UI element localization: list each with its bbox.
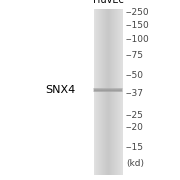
Bar	[116, 9, 117, 175]
Bar	[107, 9, 108, 175]
Bar	[94, 91, 122, 92]
Text: --75: --75	[126, 51, 144, 60]
Text: --250: --250	[126, 8, 150, 17]
Bar	[106, 9, 107, 175]
Bar	[110, 9, 111, 175]
Bar	[98, 9, 99, 175]
Bar	[97, 9, 98, 175]
Bar	[101, 9, 102, 175]
Bar	[108, 9, 109, 175]
Text: --100: --100	[126, 35, 150, 44]
Bar	[113, 9, 114, 175]
Text: --150: --150	[126, 21, 150, 30]
Bar	[107, 9, 108, 175]
Text: --50: --50	[126, 71, 144, 80]
Text: --37: --37	[126, 89, 144, 98]
Bar	[99, 9, 100, 175]
Bar	[115, 9, 116, 175]
Text: --20: --20	[126, 123, 144, 132]
Bar	[97, 9, 98, 175]
Bar	[111, 9, 112, 175]
Bar	[94, 88, 122, 89]
Bar	[94, 9, 95, 175]
Bar	[94, 89, 122, 90]
Bar	[114, 9, 115, 175]
Bar	[101, 9, 102, 175]
Bar	[103, 9, 104, 175]
Text: --15: --15	[126, 143, 144, 152]
Text: SNX4: SNX4	[45, 85, 76, 95]
Bar	[93, 88, 123, 92]
Bar	[118, 9, 119, 175]
Bar	[94, 90, 122, 91]
Bar	[96, 9, 97, 175]
Bar	[96, 9, 97, 175]
Bar	[117, 9, 118, 175]
Bar	[94, 9, 95, 175]
Bar	[94, 90, 122, 91]
Bar	[121, 9, 122, 175]
Bar	[109, 9, 110, 175]
Bar	[109, 9, 110, 175]
Bar	[119, 9, 120, 175]
Bar	[120, 9, 121, 175]
Bar	[94, 89, 122, 90]
Bar	[94, 88, 122, 89]
Bar	[105, 9, 106, 175]
Bar	[104, 9, 105, 175]
Text: --25: --25	[126, 111, 144, 120]
Bar	[120, 9, 121, 175]
Bar	[110, 9, 111, 175]
Bar	[99, 9, 100, 175]
Bar	[102, 9, 103, 175]
Bar	[95, 9, 96, 175]
Bar	[98, 9, 99, 175]
Bar	[111, 9, 112, 175]
Bar	[100, 9, 101, 175]
Text: HuvEc: HuvEc	[93, 0, 123, 5]
Bar	[112, 9, 113, 175]
Bar	[122, 9, 123, 175]
Bar	[94, 91, 122, 92]
Text: (kd): (kd)	[126, 159, 144, 168]
